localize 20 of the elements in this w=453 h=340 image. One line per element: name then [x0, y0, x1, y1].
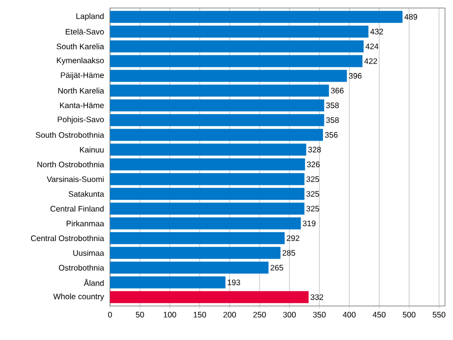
- bar: [110, 84, 329, 97]
- bar: [110, 232, 285, 244]
- bar: [110, 173, 304, 186]
- bar: [110, 158, 306, 170]
- bar: [110, 40, 364, 52]
- bar: [110, 246, 280, 259]
- bar: [110, 128, 323, 141]
- bar: [110, 70, 347, 82]
- bar: [110, 144, 306, 156]
- bar: [110, 217, 301, 230]
- bar: [110, 26, 368, 38]
- bar: [110, 99, 324, 112]
- bar: [110, 291, 309, 304]
- bar: [110, 188, 304, 200]
- bar: [110, 262, 269, 274]
- bar: [110, 55, 362, 68]
- bar: [110, 202, 304, 215]
- bar: [110, 10, 403, 23]
- bar: [110, 276, 226, 288]
- bar: [110, 114, 324, 126]
